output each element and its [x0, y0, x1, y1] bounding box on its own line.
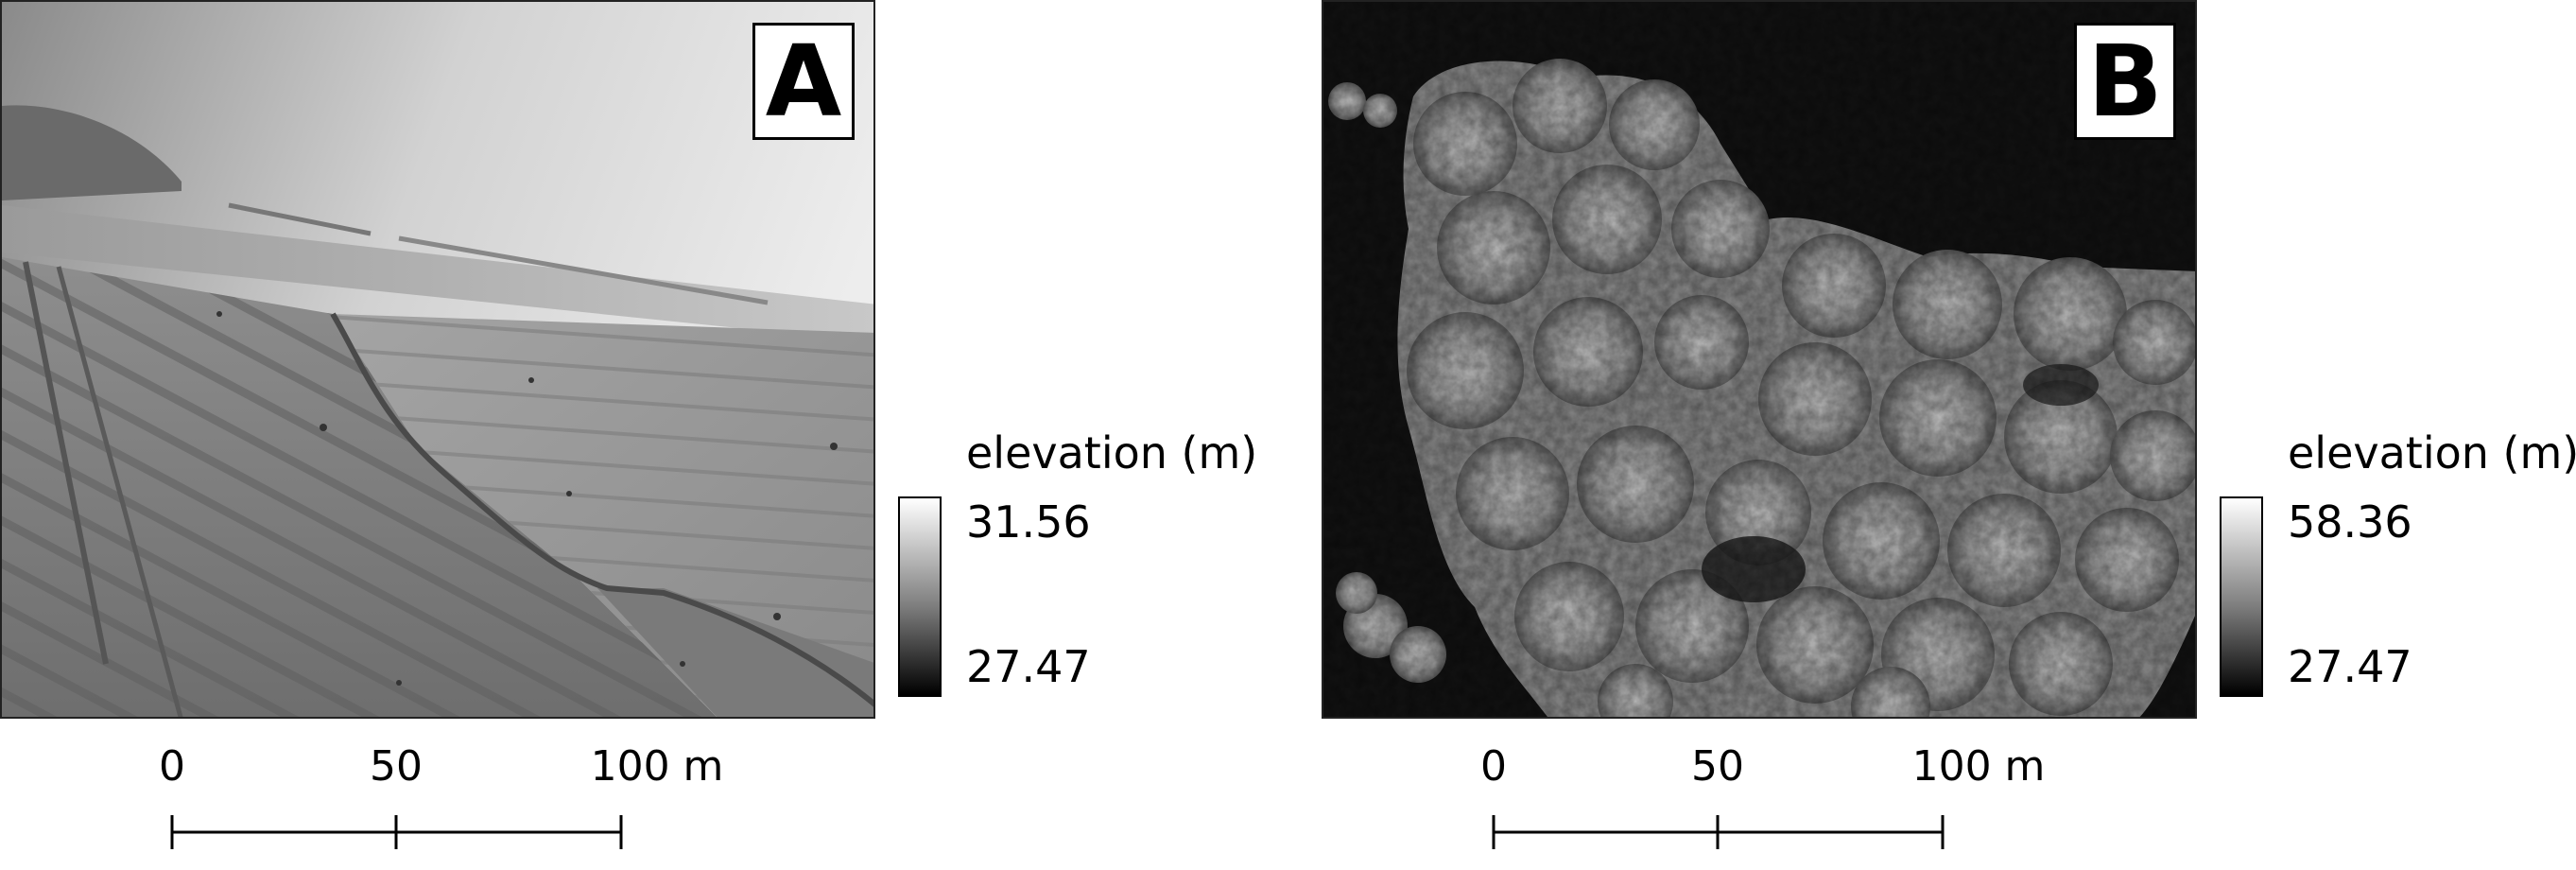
scale-tick-label-50: 50 [1691, 742, 1744, 791]
panel-a: A elevation (m) 31.56 27.47 0 50 100 m [0, 0, 1257, 870]
legend-title: elevation (m) [2288, 427, 2576, 478]
scale-tick-label-100: 100 m [590, 742, 724, 791]
scale-bar-b [1492, 815, 1945, 849]
elevation-map-b: B [1322, 0, 2197, 719]
elevation-color-ramp [898, 496, 942, 697]
scale-tick-label-0: 0 [159, 742, 185, 791]
legend-title: elevation (m) [966, 427, 1258, 478]
elevation-map-a: A [0, 0, 875, 719]
elevation-raster-b [1323, 2, 2195, 717]
elevation-color-ramp [2220, 496, 2263, 697]
scale-bar-a [170, 815, 623, 849]
elevation-raster-a [2, 2, 873, 717]
scale-tick-label-100: 100 m [1911, 742, 2046, 791]
legend-max-value: 31.56 [966, 496, 1091, 548]
panel-b: B elevation (m) 58.36 27.47 0 50 100 m [1322, 0, 2576, 870]
panel-label-b: B [2074, 23, 2176, 140]
scale-tick-label-50: 50 [370, 742, 423, 791]
legend-max-value: 58.36 [2288, 496, 2412, 548]
legend-min-value: 27.47 [2288, 641, 2412, 692]
panel-label-a: A [752, 23, 855, 140]
legend-min-value: 27.47 [966, 641, 1091, 692]
scale-tick-label-0: 0 [1480, 742, 1507, 791]
